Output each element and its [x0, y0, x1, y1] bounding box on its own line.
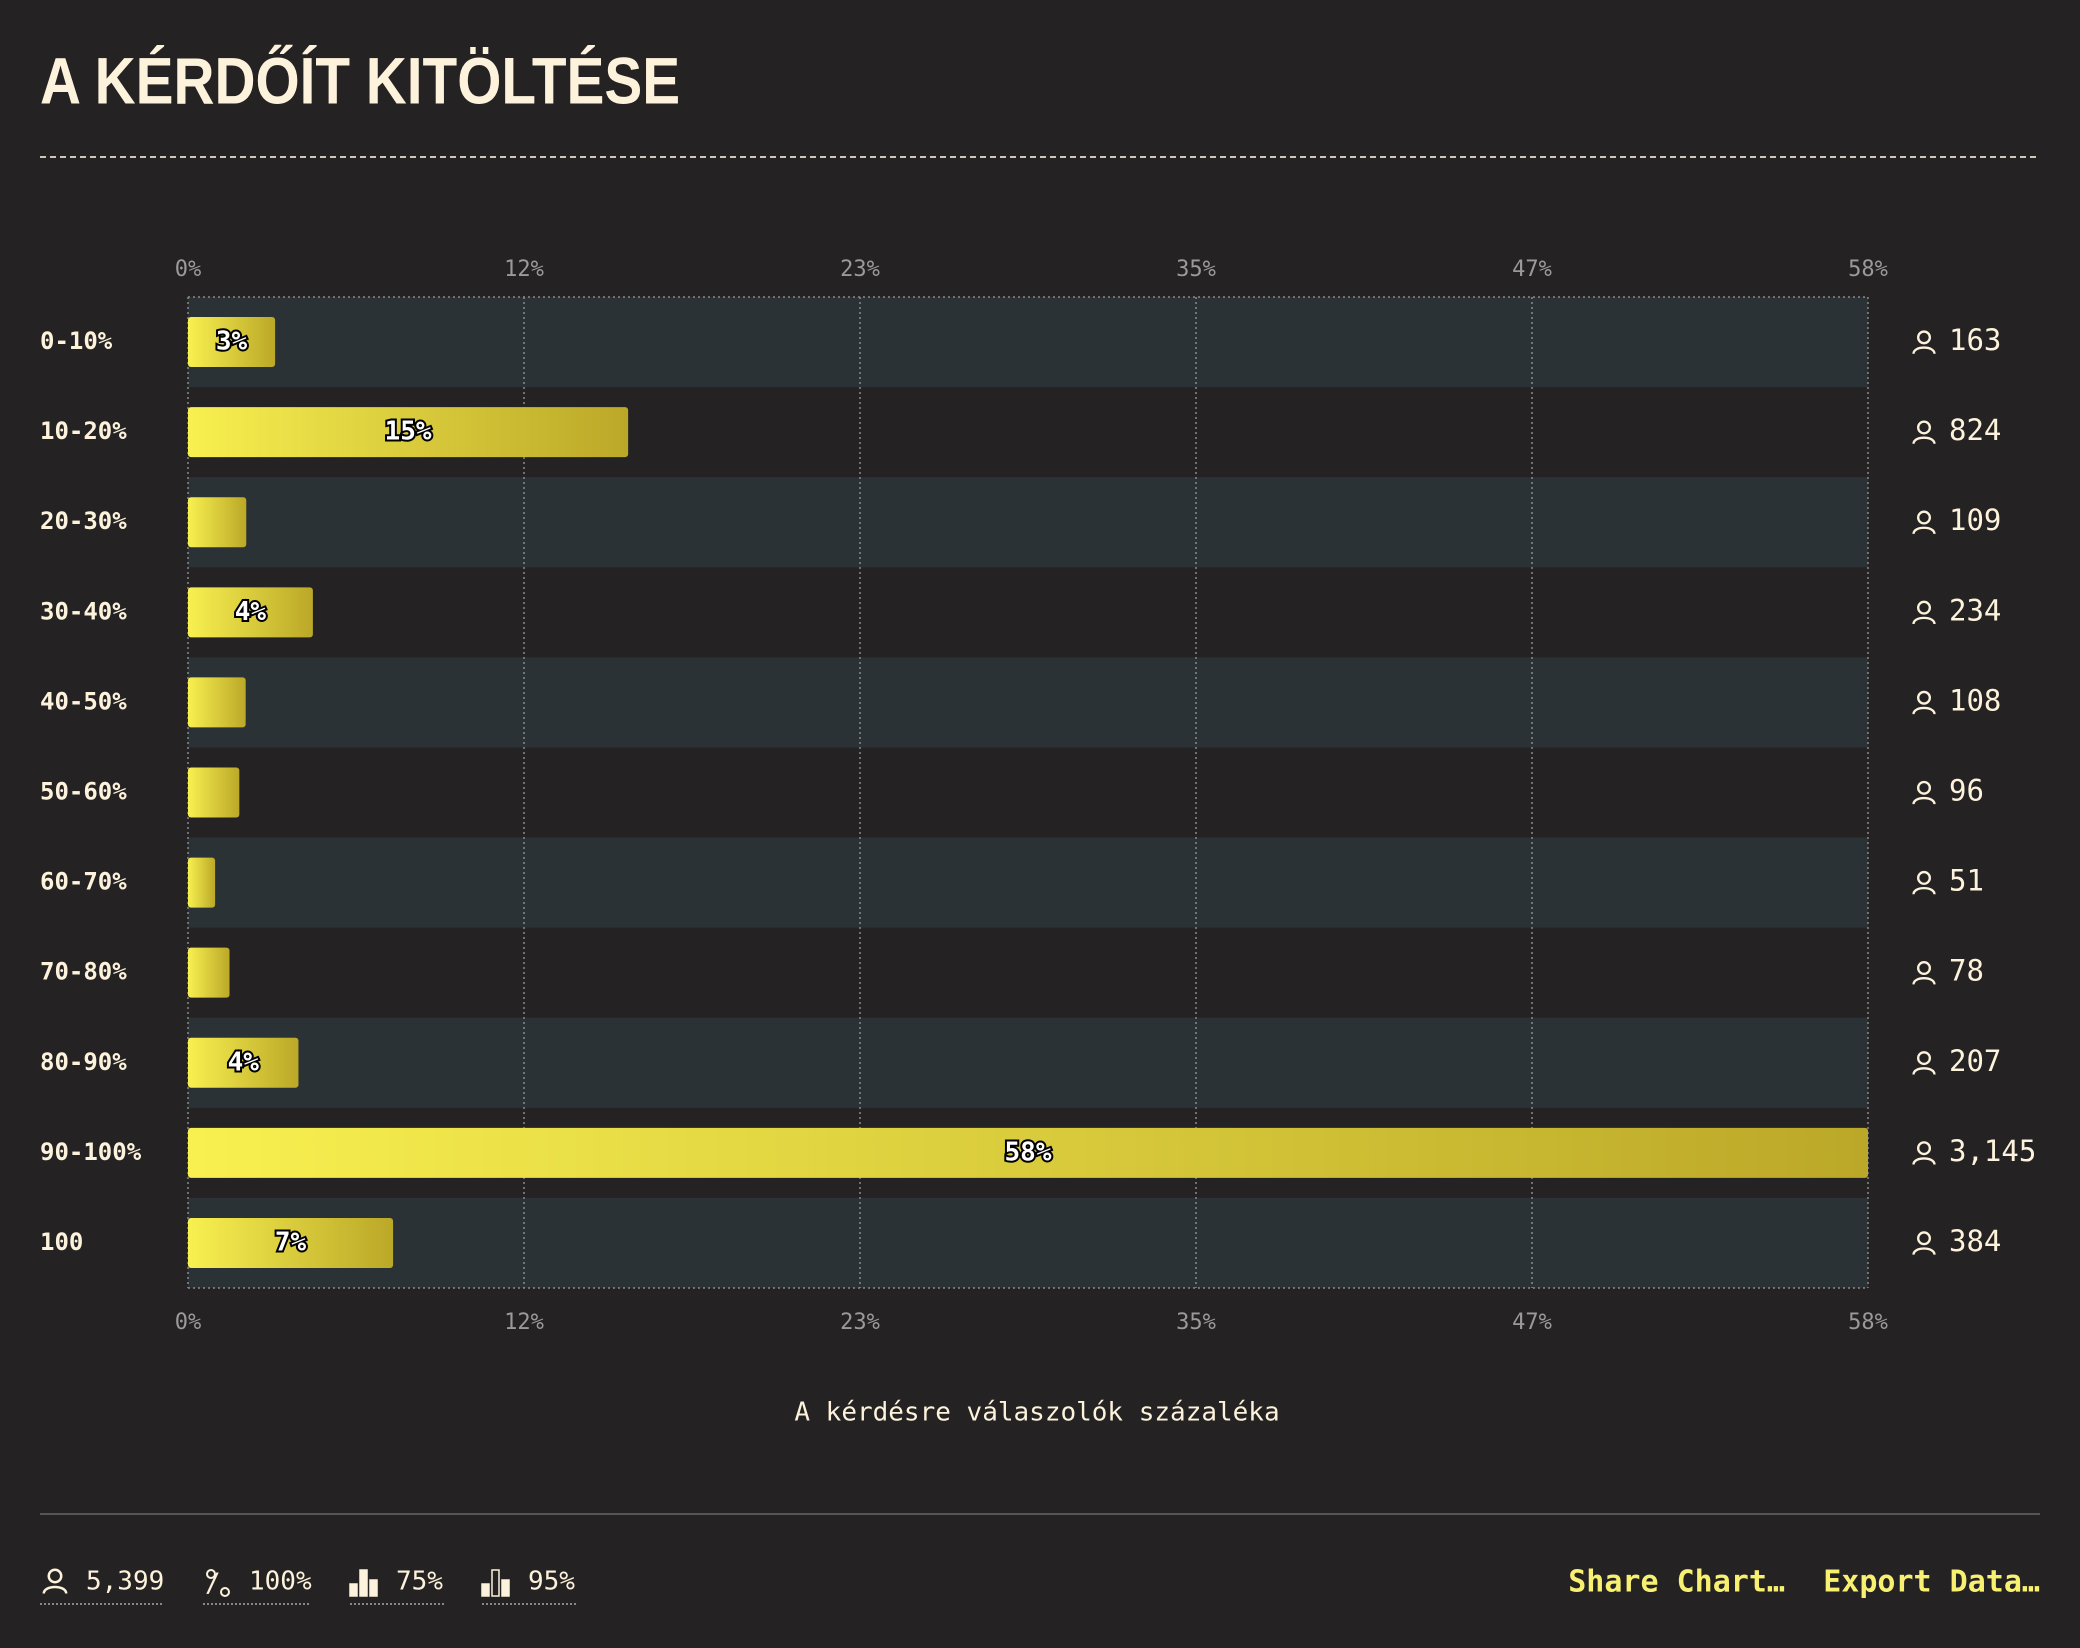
person-icon	[1912, 510, 1936, 536]
stat-icon: ∕	[205, 1569, 221, 1599]
bar	[188, 857, 216, 908]
person-icon	[1912, 1051, 1936, 1076]
x-tick-label: 12%	[504, 257, 544, 282]
value-label: 4%	[235, 597, 267, 627]
respondent-count: 96	[1949, 774, 1984, 808]
stat-value: 5,399	[86, 1567, 164, 1597]
person-icon	[1912, 690, 1936, 716]
x-tick-label: 35%	[1176, 257, 1216, 282]
stat-icon	[349, 1583, 358, 1597]
respondent-count: 3,145	[1949, 1134, 2036, 1168]
row-band	[188, 297, 1868, 388]
bar	[188, 677, 246, 728]
respondent-count: 234	[1949, 593, 2001, 627]
category-label: 100	[40, 1228, 83, 1256]
bar	[188, 407, 629, 458]
category-label: 50-60%	[40, 778, 127, 806]
category-label: 10-20%	[40, 417, 127, 445]
respondent-count: 207	[1949, 1044, 2001, 1078]
bar	[188, 317, 276, 368]
person-icon	[1912, 330, 1936, 355]
person-icon	[1912, 1141, 1936, 1166]
category-label: 60-70%	[40, 868, 127, 896]
respondent-count: 824	[1949, 413, 2001, 447]
footer: 5,399 ∕ 100% 75% 95% Share Chart… Export Data…	[40, 1565, 2040, 1605]
category-label: 20-30%	[40, 507, 127, 535]
footer-action[interactable]: Export Data…	[1823, 1565, 2040, 1600]
category-label: 0-10%	[40, 327, 113, 355]
x-axis-label: A kérdésre válaszolók százaléka	[794, 1398, 1279, 1428]
category-label: 30-40%	[40, 597, 127, 625]
bar	[188, 587, 313, 638]
value-label: 15%	[385, 417, 432, 447]
footer-stat[interactable]: ∕ 100%	[203, 1567, 312, 1605]
category-label: 80-90%	[40, 1048, 127, 1076]
x-tick-label: 47%	[1512, 1310, 1552, 1335]
row-band	[188, 477, 1868, 568]
footer-stat[interactable]: 5,399	[40, 1567, 164, 1605]
bar	[188, 1217, 394, 1268]
value-label: 58%	[1005, 1137, 1052, 1167]
respondent-count: 109	[1949, 503, 2001, 537]
respondent-count: 78	[1949, 954, 1984, 988]
stat-icon	[220, 1587, 230, 1597]
x-tick-label: 47%	[1512, 257, 1552, 282]
bar	[188, 1127, 1868, 1178]
person-icon	[1912, 780, 1936, 806]
x-tick-label: 35%	[1176, 1310, 1216, 1335]
x-tick-label: 58%	[1848, 1310, 1888, 1335]
category-label: 90-100%	[40, 1138, 142, 1166]
respondent-count: 51	[1949, 864, 1984, 898]
person-icon	[1912, 870, 1936, 896]
value-label: 4%	[228, 1047, 260, 1077]
row-band	[188, 1197, 1868, 1288]
stat-icon	[369, 1579, 378, 1597]
value-label: 3%	[216, 327, 248, 357]
footer-stat[interactable]: 75%	[349, 1567, 444, 1605]
category-label: 70-80%	[40, 958, 127, 986]
stat-icon	[481, 1583, 490, 1597]
stat-value: 100%	[249, 1567, 312, 1597]
person-icon	[1912, 961, 1936, 986]
stat-icon	[491, 1569, 500, 1597]
x-tick-label: 0%	[175, 257, 202, 282]
footer-action[interactable]: Share Chart…	[1568, 1565, 1785, 1600]
x-tick-label: 23%	[840, 257, 880, 282]
stat-icon	[501, 1579, 510, 1597]
bar	[188, 767, 240, 818]
stat-icon	[42, 1568, 68, 1595]
chart-title: A KÉRDŐÍT KITÖLTÉSE	[40, 44, 680, 118]
x-tick-label: 0%	[175, 1310, 202, 1335]
bar	[188, 1037, 299, 1088]
stat-icon	[359, 1569, 368, 1597]
x-tick-label: 12%	[504, 1310, 544, 1335]
row-band	[188, 837, 1868, 928]
person-icon	[1912, 600, 1936, 626]
category-label: 40-50%	[40, 687, 127, 715]
row-band	[188, 1017, 1868, 1108]
stat-icon	[206, 1569, 216, 1579]
x-tick-label: 23%	[840, 1310, 880, 1335]
respondent-count: 163	[1949, 323, 2001, 357]
value-label: 7%	[275, 1227, 307, 1257]
footer-stat[interactable]: 95%	[481, 1567, 576, 1605]
respondent-count: 384	[1949, 1224, 2001, 1258]
person-icon	[1912, 1231, 1936, 1256]
row-band	[188, 657, 1868, 748]
bar	[188, 947, 230, 998]
stat-value: 75%	[396, 1567, 443, 1597]
respondent-count: 108	[1949, 683, 2001, 717]
person-icon	[1912, 420, 1936, 445]
x-tick-label: 58%	[1848, 257, 1888, 282]
stat-value: 95%	[528, 1567, 575, 1597]
bar	[188, 497, 247, 548]
